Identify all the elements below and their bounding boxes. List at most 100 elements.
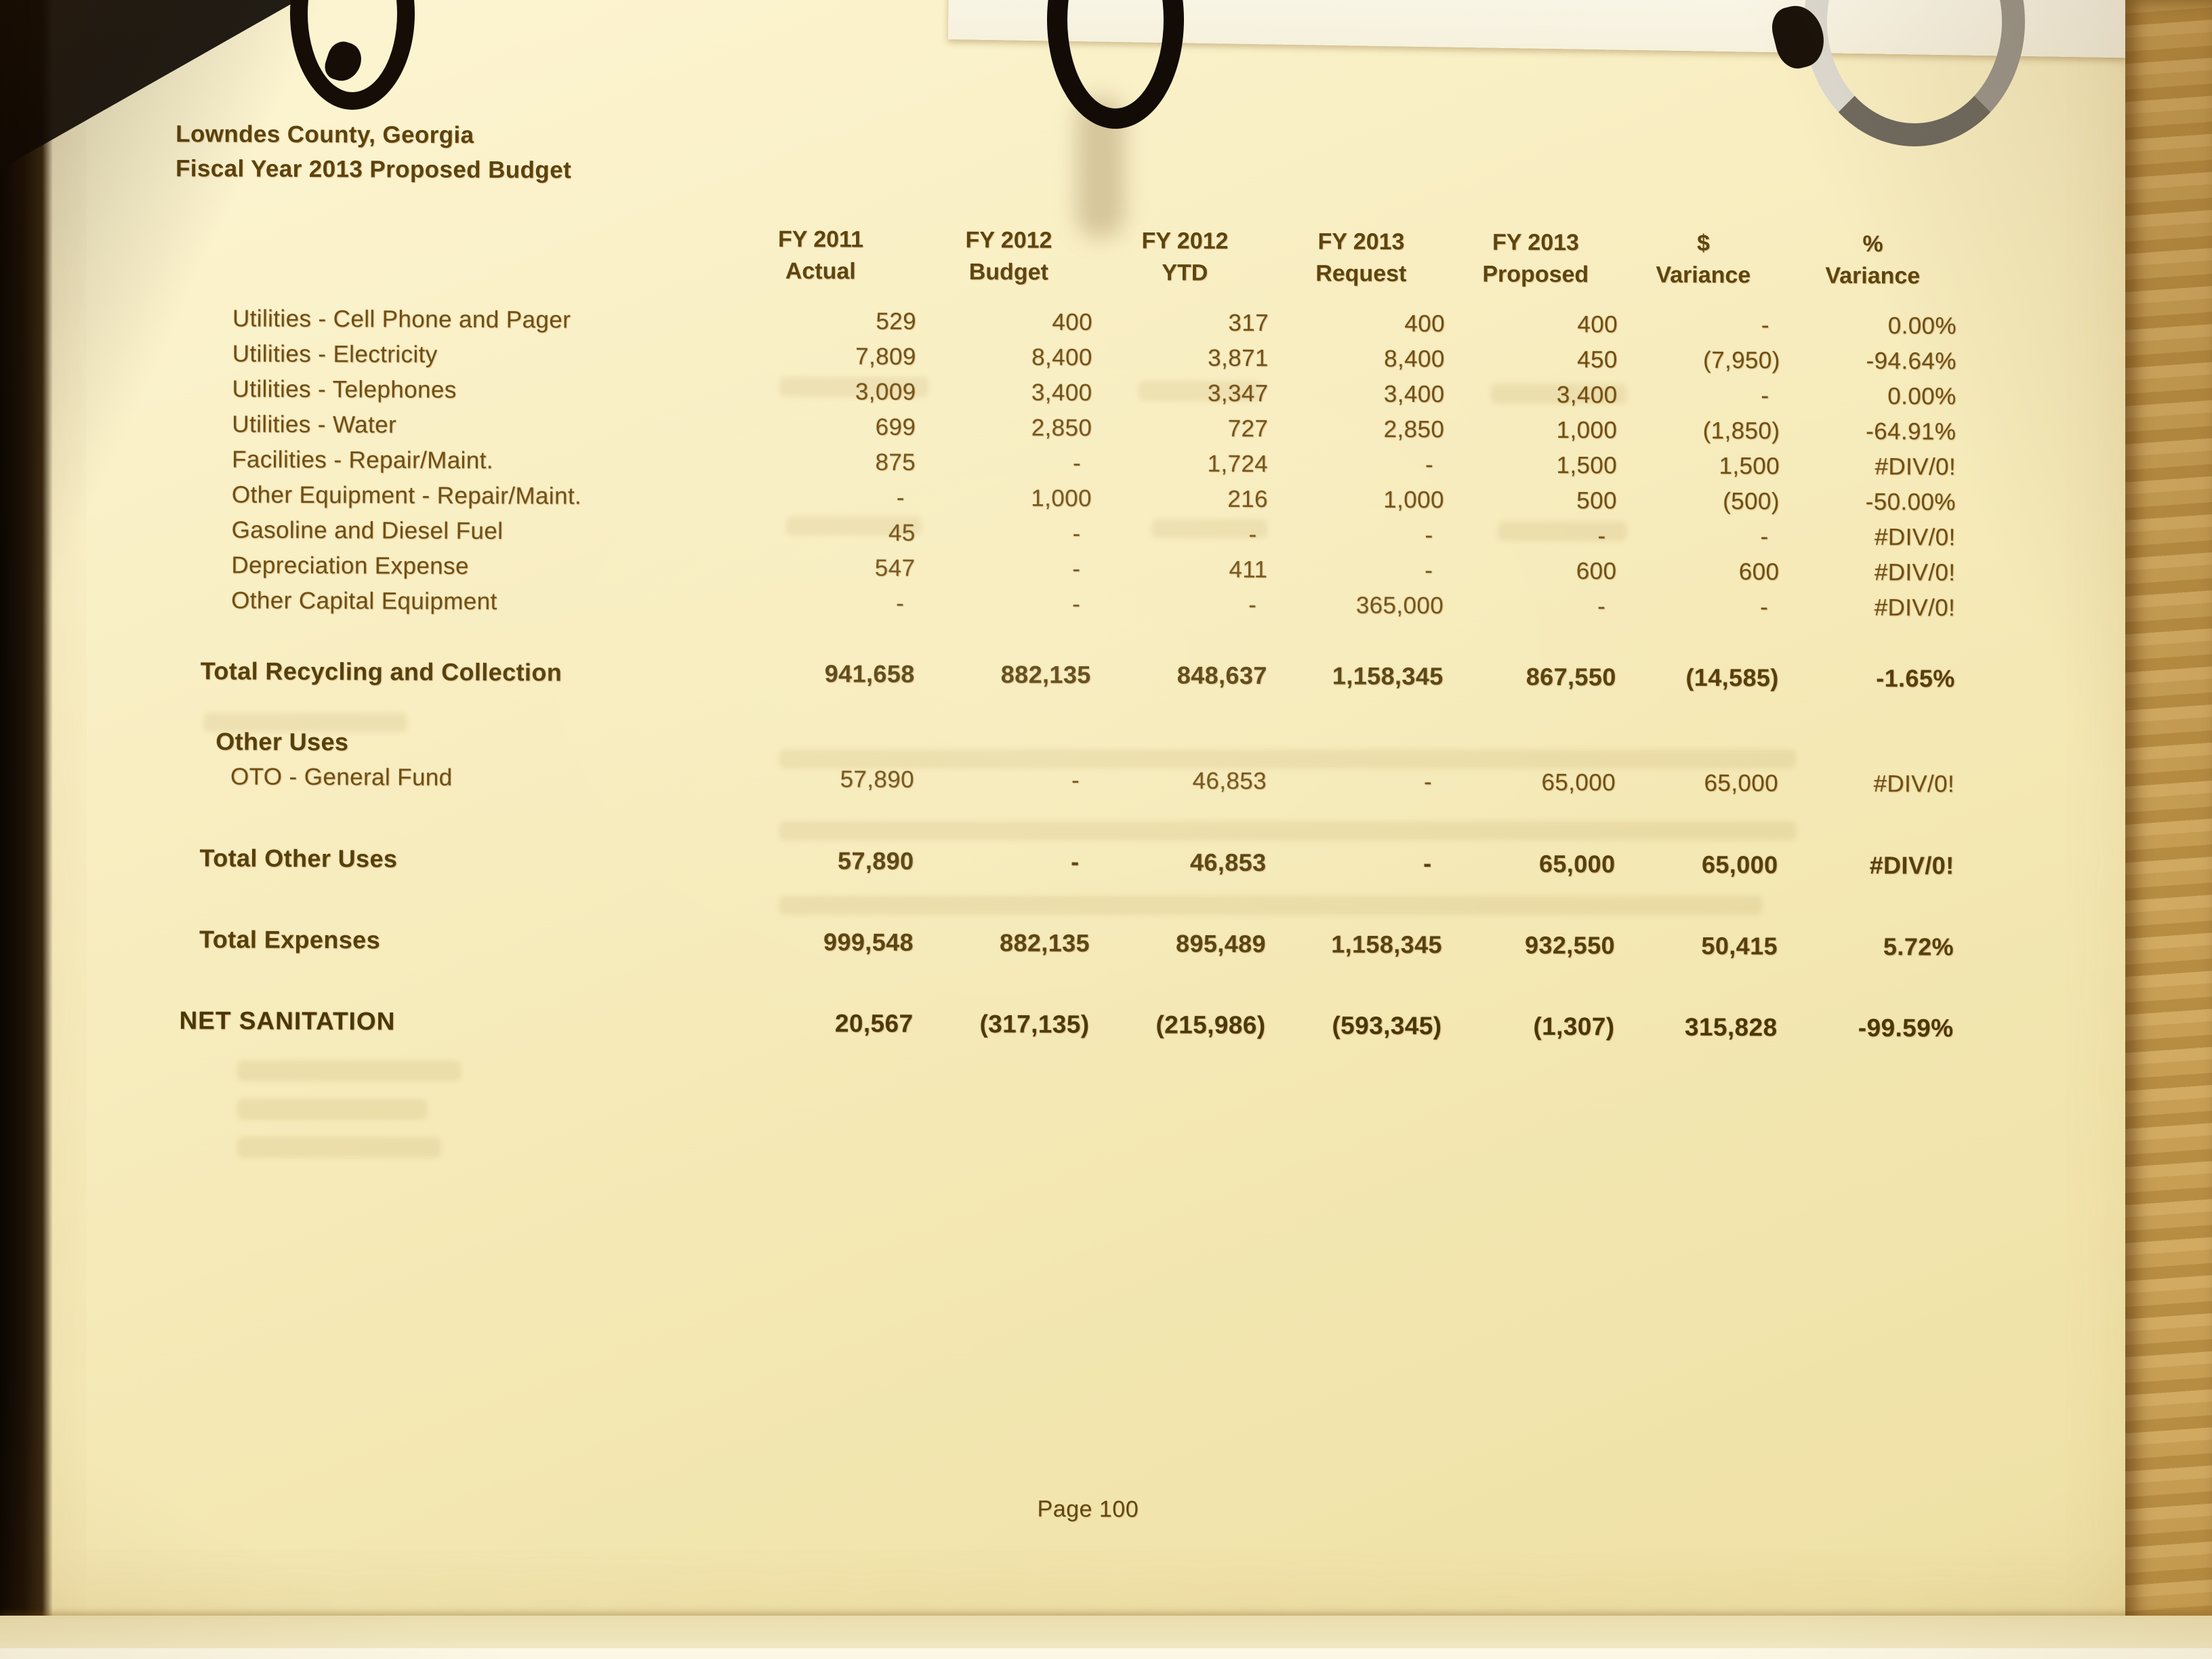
- binder-wood-edge: [2125, 0, 2212, 1659]
- row-label: Gasoline and Diesel Fuel: [231, 516, 504, 545]
- cell-value: 1,158,345: [1332, 661, 1443, 691]
- column-header: FY 2013 Request: [1315, 228, 1407, 287]
- cell-value: 65,000: [1538, 849, 1616, 878]
- cell-value: 400: [1577, 311, 1618, 338]
- cell-value: 867,550: [1525, 662, 1616, 691]
- cell-value: 45: [888, 519, 916, 546]
- table-row: Other Capital Equipment - - - 365,000 - - #DIV…: [163, 583, 1959, 626]
- cell-value: 882,135: [1000, 660, 1091, 689]
- cell-value: (500): [1723, 488, 1780, 515]
- row-label: Utilities - Telephones: [232, 375, 457, 403]
- cell-value: -64.91%: [1866, 417, 1957, 445]
- cell-value: 895,489: [1175, 929, 1267, 958]
- cell-value: 932,550: [1524, 930, 1616, 960]
- cell-value: 1,000: [1031, 485, 1092, 512]
- cell-value: #DIV/0!: [1875, 453, 1957, 480]
- cell-value: 315,828: [1684, 1012, 1778, 1042]
- cell-value: 500: [1576, 487, 1617, 514]
- cell-value: [718, 744, 918, 745]
- cell-value: 450: [1577, 346, 1618, 373]
- row-label: Total Expenses: [199, 925, 381, 954]
- cell-value: 20,567: [834, 1009, 914, 1038]
- table-row: Total Other Uses 57,890 - 46,853 - 65,000 65,…: [162, 840, 1958, 884]
- desk-shadow-left: [0, 0, 53, 1659]
- cell-value: 3,400: [1383, 380, 1445, 408]
- cell-value: [1271, 746, 1447, 747]
- cell-value: 600: [1576, 558, 1617, 585]
- cell-value: 848,637: [1176, 661, 1267, 690]
- cell-value: -: [1425, 451, 1434, 478]
- row-label: OTO - General Fund: [230, 763, 453, 791]
- cell-value: -1.65%: [1876, 664, 1955, 693]
- cell-value: (14,585): [1685, 663, 1779, 692]
- cell-value: -: [1071, 766, 1080, 794]
- cell-value: 65,000: [1701, 850, 1778, 879]
- row-label: NET SANITATION: [179, 1006, 396, 1036]
- cell-value: 0.00%: [1887, 383, 1957, 410]
- column-header: FY 2012 YTD: [1141, 228, 1229, 286]
- cell-value: 400: [1052, 308, 1093, 336]
- row-label: Total Recycling and Collection: [200, 657, 562, 687]
- cell-value: -: [1072, 590, 1081, 617]
- cell-value: #DIV/0!: [1873, 771, 1955, 798]
- cell-value: (317,135): [979, 1010, 1090, 1038]
- cell-value: (215,986): [1155, 1010, 1266, 1040]
- cell-value: (593,345): [1332, 1011, 1442, 1040]
- cell-value: -: [1423, 849, 1432, 878]
- cell-value: 727: [1227, 415, 1269, 443]
- cell-value: 317: [1228, 309, 1269, 337]
- cell-value: 216: [1227, 485, 1268, 513]
- row-label: Other Equipment - Repair/Maint.: [231, 481, 582, 510]
- cell-value: 875: [875, 449, 916, 476]
- page-subtitle: Fiscal Year 2013 Proposed Budget: [175, 155, 572, 184]
- cell-value: 1,500: [1719, 453, 1780, 480]
- document-header: Lowndes County, Georgia Fiscal Year 2013…: [176, 117, 572, 188]
- cell-value: 7,809: [855, 343, 916, 370]
- budget-page-paper: Lowndes County, Georgia Fiscal Year 2013…: [33, 0, 2149, 1626]
- table-header-row: FY 2011 Actual FY 2012 Budget FY 2012 YT…: [165, 221, 1961, 293]
- cell-value: -: [1248, 592, 1257, 619]
- cell-value: 1,724: [1207, 450, 1269, 478]
- column-header: FY 2013 Proposed: [1482, 229, 1589, 288]
- cell-value: -: [1425, 522, 1433, 549]
- cell-value: 8,400: [1384, 345, 1445, 373]
- cell-value: -: [1597, 523, 1606, 550]
- cell-value: 411: [1229, 556, 1268, 583]
- cell-value: #DIV/0!: [1875, 524, 1956, 551]
- row-label: Total Other Uses: [199, 844, 398, 873]
- column-header: FY 2012 Budget: [965, 227, 1052, 285]
- cell-value: -: [1071, 847, 1080, 876]
- cell-value: 365,000: [1355, 592, 1444, 619]
- table-row: NET SANITATION 20,567 (317,135) (215,986) (…: [161, 1003, 1957, 1046]
- table-row: OTO - General Fund 57,890 - 46,853 - 65,000 6…: [163, 759, 1959, 802]
- budget-table: FY 2011 Actual FY 2012 Budget FY 2012 YT…: [161, 221, 1961, 1046]
- cell-value: (1,307): [1533, 1012, 1615, 1041]
- row-label: Other Uses: [216, 727, 349, 756]
- cell-value: 600: [1738, 558, 1780, 586]
- row-label: Depreciation Expense: [231, 552, 469, 579]
- cell-value: -: [896, 484, 905, 511]
- cell-value: 46,853: [1192, 767, 1267, 795]
- column-header: FY 2011 Actual: [777, 226, 864, 285]
- cell-value: -: [1425, 557, 1433, 584]
- cell-value: 547: [874, 554, 916, 581]
- cell-value: -50.00%: [1865, 488, 1956, 516]
- cell-value: 2,850: [1383, 415, 1445, 443]
- table-row: Total Recycling and Collection 941,658 88…: [163, 653, 1959, 697]
- cell-value: 882,135: [999, 928, 1090, 957]
- table-row: Total Expenses 999,548 882,135 895,489 1,15…: [162, 922, 1958, 965]
- cell-value: -99.59%: [1858, 1013, 1954, 1042]
- cell-value: 5.72%: [1883, 933, 1954, 961]
- cell-value: -: [1761, 382, 1769, 409]
- row-label: Other Capital Equipment: [231, 587, 497, 615]
- page-bottom-sliver: [0, 1648, 2212, 1659]
- cell-value: 941,658: [824, 659, 915, 688]
- cell-value: 3,871: [1208, 344, 1269, 372]
- cell-value: [1620, 747, 1782, 748]
- cell-value: 50,415: [1701, 931, 1778, 960]
- cell-value: 529: [876, 308, 917, 335]
- cell-value: 3,400: [1556, 381, 1618, 409]
- cell-value: #DIV/0!: [1874, 559, 1956, 586]
- cell-value: 3,347: [1207, 380, 1269, 407]
